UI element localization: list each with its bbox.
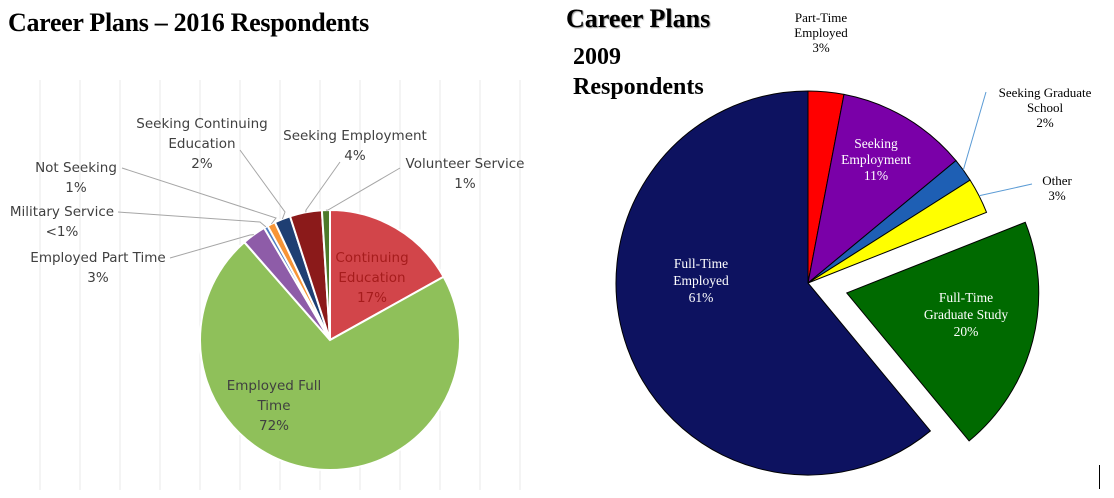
label-2016-continuing-education: Continuing Education 17% xyxy=(335,250,408,306)
slice-2009-seeking-employment xyxy=(807,93,957,285)
leader-2016-not-seeking xyxy=(121,167,277,225)
leader-2009-other xyxy=(978,183,1033,197)
text-cursor xyxy=(1099,465,1100,489)
leader-2016-employed-part-time xyxy=(169,234,254,259)
label-2009-full-time-graduate-study: Full-Time Graduate Study 20% xyxy=(924,290,1009,339)
slice-2016-continuing-education xyxy=(329,208,445,342)
slice-2009-full-time-graduate-study xyxy=(845,221,1040,442)
label-2016-seeking-employment: Seeking Employment 4% xyxy=(283,128,427,164)
label-2016-not-seeking: Not Seeking 1% xyxy=(35,160,117,196)
label-2009-seeking-graduate-school: Seeking Graduate School 2% xyxy=(999,85,1092,130)
label-2016-employed-part-time: Employed Part Time 3% xyxy=(30,250,165,286)
label-2009-other: Other 3% xyxy=(1042,173,1072,203)
leader-2009-seeking-graduate-school xyxy=(962,91,987,171)
label-2016-employed-full-time: Employed Full Time 72% xyxy=(227,378,322,434)
leader-2016-volunteer-service xyxy=(325,167,401,211)
leader-lines-2016 xyxy=(117,149,401,259)
label-2016-military-service: Military Service <1% xyxy=(10,204,114,240)
slice-2009-other xyxy=(807,179,988,284)
leader-2016-military-service xyxy=(117,211,267,228)
slice-2009-full-time-employed xyxy=(615,90,932,476)
chart-subtitle-2009: 2009 Respondents xyxy=(573,44,704,100)
pie-2016 xyxy=(199,208,462,471)
chart-title-2009: Career Plans xyxy=(566,4,711,33)
label-2009-full-time-employed: Full-Time Employed 61% xyxy=(673,256,729,305)
chart-title-2016: Career Plans – 2016 Respondents xyxy=(8,8,369,37)
slice-2016-employed-full-time xyxy=(199,240,462,471)
label-2016-seeking-continuing-education: Seeking Continuing Education 2% xyxy=(136,116,267,172)
pie-2009 xyxy=(615,90,1040,476)
label-2016-volunteer-service: Volunteer Service 1% xyxy=(406,156,525,192)
label-2009-part-time-employed: Part-Time Employed 3% xyxy=(794,10,848,55)
leader-2016-seeking-employment xyxy=(305,161,341,213)
leader-lines-2009 xyxy=(962,91,1033,197)
label-2009-seeking-employment: Seeking Employment 11% xyxy=(841,136,911,183)
leader-2016-seeking-continuing-education xyxy=(239,149,286,220)
